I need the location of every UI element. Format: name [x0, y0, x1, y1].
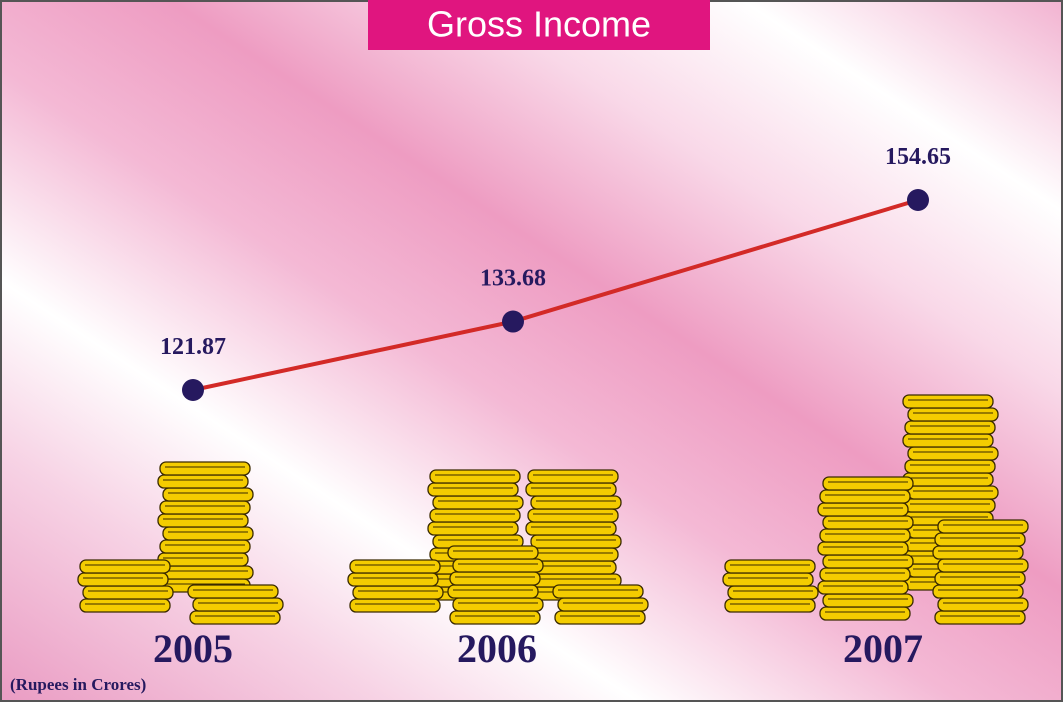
coin — [448, 585, 538, 598]
coin — [353, 586, 443, 599]
coin — [820, 490, 910, 503]
coin — [453, 559, 543, 572]
coin — [193, 598, 283, 611]
x-tick-label: 2005 — [153, 626, 233, 671]
coin — [818, 503, 908, 516]
coin — [430, 509, 520, 522]
coin — [818, 542, 908, 555]
coin — [453, 598, 543, 611]
coin — [531, 496, 621, 509]
coin — [908, 486, 998, 499]
coin — [528, 470, 618, 483]
coin — [80, 599, 170, 612]
coin — [428, 522, 518, 535]
coin — [350, 599, 440, 612]
marker — [502, 311, 524, 333]
coin — [163, 488, 253, 501]
coin — [903, 434, 993, 447]
coin — [348, 573, 438, 586]
unit-note: (Rupees in Crores) — [10, 675, 146, 694]
coin — [935, 611, 1025, 624]
coin — [938, 598, 1028, 611]
coin — [163, 527, 253, 540]
x-tick-label: 2006 — [457, 626, 537, 671]
coin — [528, 509, 618, 522]
coin — [820, 529, 910, 542]
coin — [823, 516, 913, 529]
coin — [935, 533, 1025, 546]
coin — [158, 553, 248, 566]
chart: Gross Income (Rupees in Crores) 121.87 13… — [0, 0, 1063, 702]
data-label: 154.65 — [885, 144, 951, 170]
coin — [818, 581, 908, 594]
coin — [933, 546, 1023, 559]
coin — [450, 611, 540, 624]
coin — [430, 470, 520, 483]
coin — [903, 395, 993, 408]
coin — [78, 573, 168, 586]
marker — [182, 379, 204, 401]
coin — [935, 572, 1025, 585]
coin — [938, 559, 1028, 572]
coin — [83, 586, 173, 599]
coin — [158, 514, 248, 527]
data-label: 121.87 — [160, 334, 226, 360]
coin — [823, 555, 913, 568]
coin — [908, 408, 998, 421]
coin — [80, 560, 170, 573]
coin — [728, 586, 818, 599]
coin — [823, 594, 913, 607]
coin — [823, 477, 913, 490]
coin — [820, 568, 910, 581]
coin — [160, 501, 250, 514]
coin — [448, 546, 538, 559]
coin — [450, 572, 540, 585]
coin — [190, 611, 280, 624]
coin — [160, 540, 250, 553]
coin — [558, 598, 648, 611]
marker — [907, 189, 929, 211]
coin — [905, 460, 995, 473]
coin — [526, 483, 616, 496]
chart-title: Gross Income — [427, 4, 651, 45]
data-label: 133.68 — [480, 266, 546, 292]
x-tick-label: 2007 — [843, 626, 923, 671]
coin — [933, 585, 1023, 598]
coin — [350, 560, 440, 573]
coin — [528, 548, 618, 561]
coin — [908, 447, 998, 460]
coin — [433, 496, 523, 509]
coin — [160, 462, 250, 475]
coin — [555, 611, 645, 624]
coin — [531, 535, 621, 548]
coin — [158, 475, 248, 488]
coin — [820, 607, 910, 620]
coin — [163, 566, 253, 579]
coin — [553, 585, 643, 598]
coin — [723, 573, 813, 586]
coin — [188, 585, 278, 598]
coin — [725, 599, 815, 612]
coin — [903, 473, 993, 486]
coin — [905, 499, 995, 512]
coin — [725, 560, 815, 573]
coin — [526, 522, 616, 535]
coin — [938, 520, 1028, 533]
coin — [428, 483, 518, 496]
coin — [905, 421, 995, 434]
